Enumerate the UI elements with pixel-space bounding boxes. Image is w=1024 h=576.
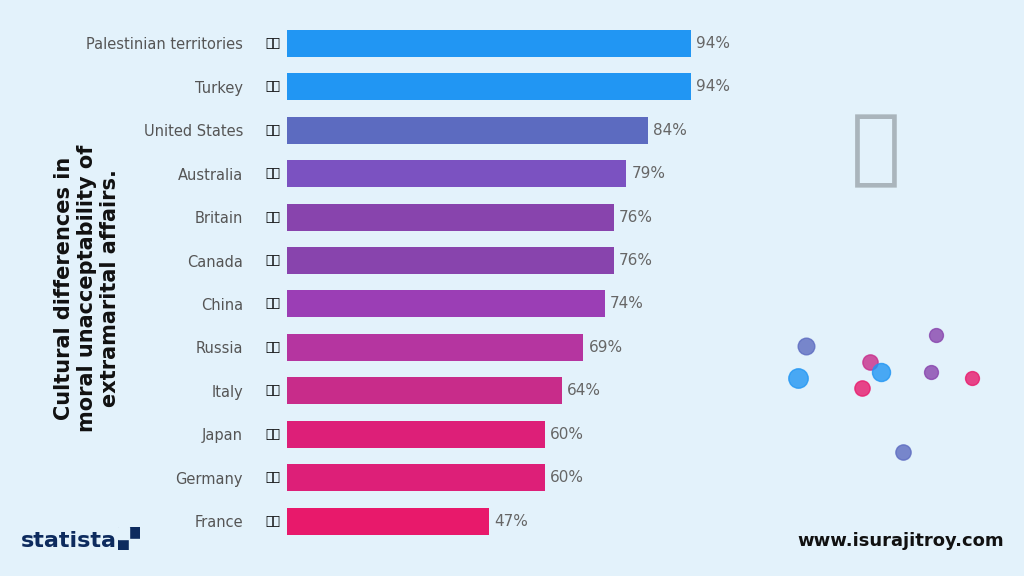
Polygon shape — [118, 527, 129, 539]
Text: 69%: 69% — [589, 340, 623, 355]
Text: 🇬🇧: 🇬🇧 — [265, 211, 281, 223]
Text: 79%: 79% — [632, 166, 666, 181]
Text: 🇫🇷: 🇫🇷 — [265, 514, 281, 528]
Text: 76%: 76% — [618, 253, 652, 268]
Polygon shape — [129, 539, 140, 550]
Text: 94%: 94% — [696, 79, 730, 94]
Text: 94%: 94% — [696, 36, 730, 51]
Text: 47%: 47% — [494, 514, 528, 529]
Text: 🇩🇪: 🇩🇪 — [265, 471, 281, 484]
Bar — [287, 377, 562, 404]
Bar — [287, 421, 545, 448]
Text: 60%: 60% — [550, 470, 584, 485]
Text: 🇷🇺: 🇷🇺 — [265, 341, 281, 354]
Bar — [287, 464, 545, 491]
Bar — [287, 117, 648, 143]
Bar — [287, 334, 584, 361]
Text: 🇯🇵: 🇯🇵 — [265, 428, 281, 441]
Text: 🇺🇸: 🇺🇸 — [265, 124, 281, 137]
Text: Cultural differences in
moral unacceptability of
extramarital affairs.: Cultural differences in moral unacceptab… — [54, 145, 120, 431]
Text: 👫: 👫 — [851, 109, 900, 190]
Text: 🇨🇦: 🇨🇦 — [265, 254, 281, 267]
Bar — [287, 73, 691, 100]
Bar — [287, 204, 613, 230]
Text: 64%: 64% — [567, 384, 601, 399]
Bar — [287, 290, 605, 317]
Text: 74%: 74% — [610, 297, 644, 312]
Text: 🇨🇳: 🇨🇳 — [265, 297, 281, 310]
Text: 60%: 60% — [550, 427, 584, 442]
Text: 🇦🇺: 🇦🇺 — [265, 167, 281, 180]
Bar — [287, 160, 627, 187]
Text: 🇵🇸: 🇵🇸 — [265, 37, 281, 50]
Bar — [287, 30, 691, 57]
Bar — [287, 247, 613, 274]
Text: www.isurajitroy.com: www.isurajitroy.com — [797, 532, 1004, 551]
Text: 🇹🇷: 🇹🇷 — [265, 80, 281, 93]
Text: statista: statista — [20, 532, 117, 551]
Text: 76%: 76% — [618, 210, 652, 225]
Bar — [287, 507, 488, 535]
Text: 84%: 84% — [653, 123, 687, 138]
Text: 🇮🇹: 🇮🇹 — [265, 384, 281, 397]
